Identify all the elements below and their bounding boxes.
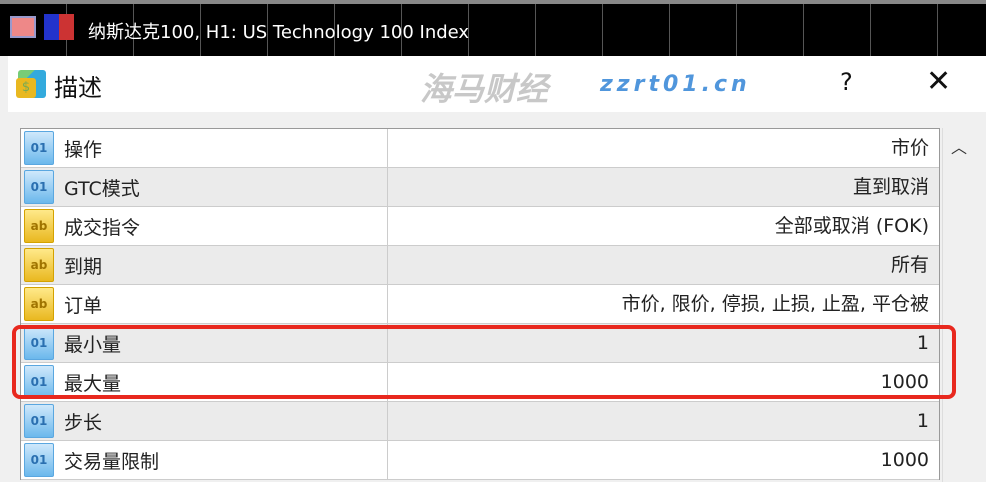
property-name-cell: 01 操作 — [21, 129, 388, 167]
numeric-icon: 01 — [24, 170, 54, 204]
property-label: 订单 — [64, 294, 103, 317]
property-value: 1000 — [880, 449, 929, 471]
property-label: 到期 — [64, 255, 103, 278]
property-name-cell: ab 到期 — [21, 246, 388, 284]
property-label: 最小量 — [64, 333, 122, 356]
table-row[interactable]: 01 最大量 1000 — [21, 363, 939, 402]
property-name-cell: ab 成交指令 — [21, 207, 388, 245]
table-row[interactable]: ab 成交指令 全部或取消 (FOK) — [21, 207, 939, 246]
dialog-header: $ 描述 ? ✕ — [8, 56, 986, 112]
table-row[interactable]: 01 最小量 1 — [21, 324, 939, 363]
chart-title-bar: 纳斯达克100, H1: US Technology 100 Index — [0, 0, 986, 56]
property-value: 直到取消 — [852, 176, 929, 198]
money-icon: $ — [16, 70, 46, 98]
numeric-icon: 01 — [24, 404, 54, 438]
numeric-icon: 01 — [24, 365, 54, 399]
property-value: 1 — [916, 410, 929, 432]
property-label: 操作 — [64, 138, 103, 161]
description-dialog: $ 描述 ? ✕ 01 操作 市价 01 GTC模式 直到取消 ab 成交指令 全部或取消 (F… — [8, 56, 986, 482]
property-label: GTC模式 — [64, 177, 140, 200]
properties-table: 01 操作 市价 01 GTC模式 直到取消 ab 成交指令 全部或取消 (FOK) ab 到期 所有… — [20, 128, 940, 480]
property-name-cell: 01 步长 — [21, 402, 388, 440]
table-row[interactable]: ab 订单 市价, 限价, 停损, 止损, 止盈, 平仓被 — [21, 285, 939, 324]
property-value: 全部或取消 (FOK) — [774, 215, 929, 237]
property-label: 最大量 — [64, 372, 122, 395]
table-icon[interactable] — [10, 16, 36, 38]
property-value: 市价 — [890, 137, 929, 159]
text-icon: ab — [24, 248, 54, 282]
watermark-url: zzrt01.cn — [600, 72, 751, 97]
close-button[interactable]: ✕ — [926, 64, 952, 99]
numeric-icon: 01 — [24, 131, 54, 165]
table-row[interactable]: 01 GTC模式 直到取消 — [21, 168, 939, 207]
chart-title: 纳斯达克100, H1: US Technology 100 Index — [88, 22, 470, 43]
watermark-logo: 海马财经 — [420, 70, 549, 108]
numeric-icon: 01 — [24, 443, 54, 477]
property-label: 步长 — [64, 411, 103, 434]
property-value: 所有 — [890, 254, 929, 276]
table-row[interactable]: 01 交易量限制 1000 — [21, 441, 939, 480]
text-icon: ab — [24, 287, 54, 321]
property-label: 交易量限制 — [64, 450, 160, 473]
scroll-up-icon[interactable]: ︿ — [950, 138, 967, 157]
property-name-cell: 01 交易量限制 — [21, 441, 388, 479]
tools-icon[interactable] — [44, 14, 74, 40]
help-button[interactable]: ? — [840, 68, 853, 96]
dialog-title: 描述 — [54, 74, 102, 102]
property-name-cell: 01 最大量 — [21, 363, 388, 401]
table-row[interactable]: ab 到期 所有 — [21, 246, 939, 285]
property-name-cell: 01 最小量 — [21, 324, 388, 362]
numeric-icon: 01 — [24, 326, 54, 360]
text-icon: ab — [24, 209, 54, 243]
table-row[interactable]: 01 步长 1 — [21, 402, 939, 441]
scrollbar[interactable]: ︿ — [942, 128, 975, 482]
property-name-cell: 01 GTC模式 — [21, 168, 388, 206]
property-value: 市价, 限价, 停损, 止损, 止盈, 平仓被 — [621, 293, 929, 315]
property-value: 1 — [916, 332, 929, 354]
property-name-cell: ab 订单 — [21, 285, 388, 323]
property-value: 1000 — [880, 371, 929, 393]
table-row[interactable]: 01 操作 市价 — [21, 129, 939, 168]
property-label: 成交指令 — [64, 216, 141, 239]
